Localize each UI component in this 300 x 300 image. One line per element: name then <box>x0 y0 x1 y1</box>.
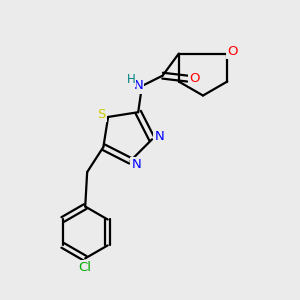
Text: O: O <box>189 72 199 85</box>
Text: S: S <box>98 107 106 121</box>
Text: N: N <box>131 158 141 171</box>
Text: N: N <box>134 80 143 92</box>
Text: O: O <box>227 45 238 58</box>
Text: N: N <box>154 130 164 143</box>
Text: H: H <box>126 73 135 86</box>
Text: Cl: Cl <box>79 261 92 274</box>
